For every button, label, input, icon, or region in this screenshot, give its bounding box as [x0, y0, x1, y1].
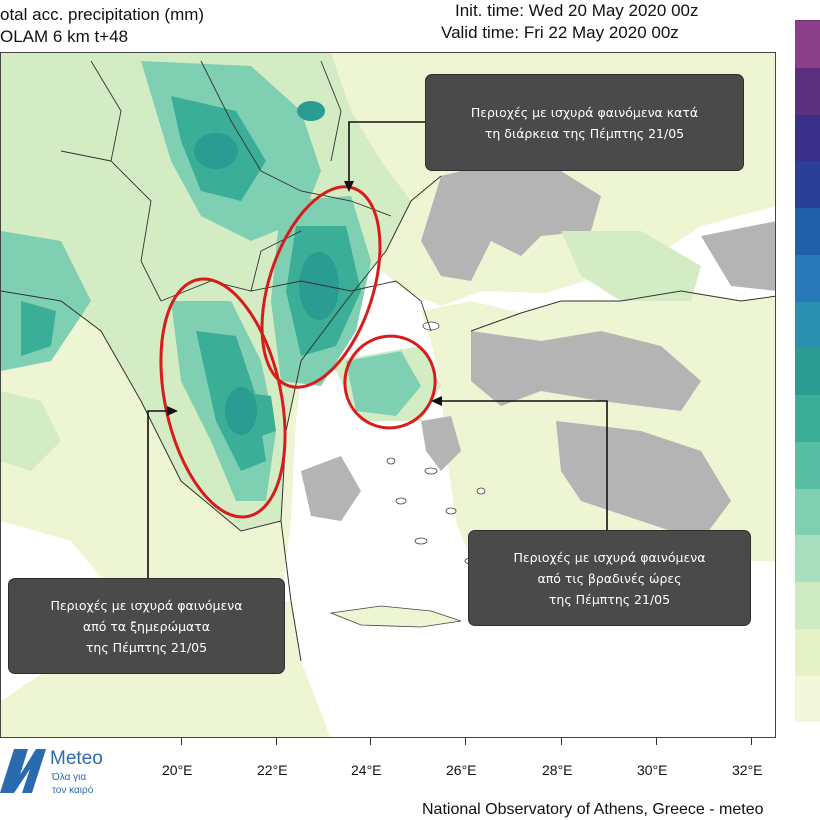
colorbar-segment — [795, 440, 820, 489]
pointer-arrows — [147, 121, 608, 579]
colorbar-segment — [795, 253, 820, 302]
lon-tick — [751, 738, 752, 745]
colorbar-segment — [795, 721, 820, 769]
highlight-ellipse-north — [260, 185, 382, 389]
highlight-ellipse-east — [343, 334, 437, 430]
lon-label-28e: 28°E — [542, 762, 573, 778]
valid-time: Valid time: Fri 22 May 2020 00z — [441, 23, 679, 42]
country-borders — [60, 60, 432, 332]
arrow-heads — [167, 181, 442, 416]
map-title: otal acc. precipitation (mm) — [0, 5, 205, 24]
lon-label-22e: 22°E — [257, 762, 288, 778]
lon-tick — [465, 738, 466, 745]
colorbar-segment — [795, 534, 820, 582]
logo-tagline-1: Όλα για — [52, 772, 87, 783]
logo-name: Meteo — [50, 748, 103, 769]
callout-east: Περιοχές με ισχυρά φαινόμενα από τις βρα… — [468, 530, 751, 626]
lon-tick — [561, 738, 562, 745]
colorbar-segment — [795, 300, 820, 349]
crete-island — [329, 605, 462, 628]
colorbar-segment — [795, 394, 820, 442]
lon-label-20e: 20°E — [162, 762, 193, 778]
colorbar-segment — [795, 487, 820, 536]
callout-west-line2: από τα ξημερώματα — [82, 618, 211, 634]
callout-north-line1: Περιοχές με ισχυρά φαινόμενα κατά — [470, 104, 699, 120]
lon-tick — [181, 738, 182, 745]
callout-east-line2: από τις βραδινές ώρες — [537, 570, 682, 586]
colorbar-segment — [795, 20, 820, 68]
lon-tick — [656, 738, 657, 745]
callout-north-line2: τη διάρκεια της Πέμπτης 21/05 — [484, 125, 685, 141]
colorbar-segment — [795, 347, 820, 395]
highlight-regions — [159, 185, 437, 519]
lon-tick — [370, 738, 371, 745]
coastlines — [1, 175, 775, 662]
colorbar-segment — [795, 66, 820, 115]
callout-east-line1: Περιοχές με ισχυρά φαινόμενα — [513, 549, 706, 565]
colorbar-segment — [795, 113, 820, 162]
callout-west-line3: της Πέμπτης 21/05 — [85, 639, 208, 655]
highlight-ellipse-west — [159, 277, 287, 519]
callout-north: Περιοχές με ισχυρά φαινόμενα κατά τη διά… — [425, 74, 744, 171]
arrow-north — [348, 121, 431, 186]
rain-core — [194, 101, 339, 435]
lon-tick — [276, 738, 277, 745]
lon-label-24e: 24°E — [351, 762, 382, 778]
init-time: Init. time: Wed 20 May 2020 00z — [455, 1, 699, 20]
colorbar-segment — [795, 581, 820, 629]
grey-no-data-areas — [301, 161, 775, 541]
lon-label-32e: 32°E — [732, 762, 763, 778]
colorbar-segment — [795, 160, 820, 208]
lon-label-26e: 26°E — [446, 762, 477, 778]
meteo-logo-icon — [0, 749, 46, 793]
model-subtitle: OLAM 6 km t+48 — [0, 27, 129, 46]
arrow-east — [441, 400, 608, 531]
arrow-west — [147, 410, 173, 579]
colorbar-segment — [795, 627, 820, 676]
callout-west: Περιοχές με ισχυρά φαινόμενα από τα ξημε… — [8, 578, 285, 674]
lon-label-30e: 30°E — [637, 762, 668, 778]
footer-credit: National Observatory of Athens, Greece -… — [422, 801, 764, 818]
callout-east-line3: της Πέμπτης 21/05 — [548, 591, 671, 607]
callout-west-line1: Περιοχές με ισχυρά φαινόμενα — [50, 597, 243, 613]
logo-tagline-2: τον καιρό — [52, 785, 94, 796]
colorbar-segment — [795, 674, 820, 723]
colorbar-segment — [795, 207, 820, 255]
